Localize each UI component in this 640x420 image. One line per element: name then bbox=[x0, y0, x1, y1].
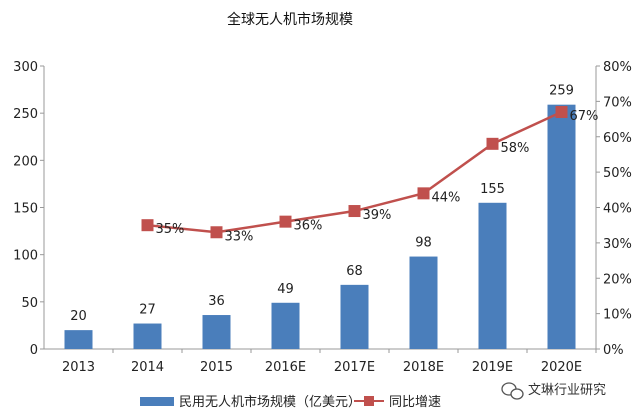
bar bbox=[202, 315, 231, 349]
line-value-label: 58% bbox=[501, 141, 530, 156]
y-tick-label: 150 bbox=[13, 202, 38, 217]
x-tick-label: 2015 bbox=[200, 360, 233, 375]
line-value-label: 67% bbox=[570, 109, 599, 124]
wechat-icon bbox=[501, 382, 524, 400]
line-point bbox=[417, 187, 430, 200]
bar-series: 20 27 36 49 68 98 155 259 bbox=[64, 84, 576, 349]
bar-value-label: 49 bbox=[277, 282, 294, 297]
y-tick-label: 250 bbox=[13, 107, 38, 122]
bar bbox=[271, 302, 300, 349]
x-tick-label: 2018E bbox=[403, 360, 444, 375]
y2-tick-label: 0% bbox=[603, 343, 624, 358]
y-axis-ticks: 0 50 100 150 200 250 300 bbox=[13, 60, 44, 358]
bar-value-label: 20 bbox=[70, 309, 87, 324]
bar bbox=[64, 330, 93, 349]
y-tick-label: 0 bbox=[30, 343, 38, 358]
axes bbox=[43, 66, 597, 350]
bar-value-label: 259 bbox=[549, 84, 574, 99]
chart-title: 全球无人机市场规模 bbox=[227, 11, 353, 28]
legend-bar-label: 民用无人机市场规模（亿美元） bbox=[179, 394, 361, 410]
bar bbox=[547, 104, 576, 349]
y2-tick-label: 30% bbox=[603, 237, 632, 252]
line-series: 35% 33% 36% 39% 44% 58% 67% bbox=[141, 105, 599, 244]
y2-tick-label: 20% bbox=[603, 272, 632, 287]
x-axis-ticks: 2013 2014 2015 2016E 2017E 2018E 2019E 2020E bbox=[62, 349, 597, 375]
line-point bbox=[555, 105, 568, 118]
legend-bar-swatch bbox=[140, 397, 174, 406]
x-tick-label: 2014 bbox=[131, 360, 164, 375]
bar bbox=[409, 256, 438, 349]
y-tick-label: 300 bbox=[13, 60, 38, 75]
y2-tick-label: 40% bbox=[603, 202, 632, 217]
bar bbox=[478, 202, 507, 349]
line-value-label: 39% bbox=[363, 208, 392, 223]
line-point bbox=[486, 137, 499, 150]
y-tick-label: 200 bbox=[13, 154, 38, 169]
bar-value-label: 68 bbox=[346, 264, 363, 279]
bar bbox=[133, 323, 162, 349]
legend-line-label: 同比增速 bbox=[389, 395, 441, 410]
legend: 民用无人机市场规模（亿美元） 同比增速 bbox=[140, 394, 441, 410]
line-point bbox=[141, 219, 154, 232]
watermark: 文琳行业研究 bbox=[501, 382, 606, 400]
x-tick-label: 2019E bbox=[472, 360, 513, 375]
bar-value-label: 36 bbox=[208, 294, 225, 309]
line-value-label: 33% bbox=[225, 229, 254, 244]
y2-tick-label: 80% bbox=[603, 60, 632, 75]
line-point bbox=[348, 205, 361, 218]
line-point bbox=[279, 215, 292, 228]
watermark-text: 文琳行业研究 bbox=[528, 383, 606, 398]
line-value-label: 44% bbox=[432, 190, 461, 205]
bar-value-label: 155 bbox=[480, 182, 505, 197]
y-tick-label: 50 bbox=[21, 296, 38, 311]
legend-line-marker bbox=[364, 396, 374, 406]
y2-tick-label: 10% bbox=[603, 308, 632, 323]
y2-tick-label: 50% bbox=[603, 166, 632, 181]
y2-tick-label: 60% bbox=[603, 131, 632, 146]
bar-value-label: 27 bbox=[139, 303, 156, 318]
bar bbox=[340, 284, 369, 349]
y2-axis-ticks: 0% 10% 20% 30% 40% 50% 60% 70% 80% bbox=[596, 60, 632, 358]
y-tick-label: 100 bbox=[13, 249, 38, 264]
line-value-label: 35% bbox=[156, 222, 185, 237]
line-value-label: 36% bbox=[294, 219, 323, 234]
x-tick-label: 2016E bbox=[265, 360, 306, 375]
line-point bbox=[210, 226, 223, 239]
y2-tick-label: 70% bbox=[603, 95, 632, 110]
x-tick-label: 2017E bbox=[334, 360, 375, 375]
bar-value-label: 98 bbox=[415, 236, 432, 251]
x-tick-label: 2013 bbox=[62, 360, 95, 375]
x-tick-label: 2020E bbox=[541, 360, 582, 375]
